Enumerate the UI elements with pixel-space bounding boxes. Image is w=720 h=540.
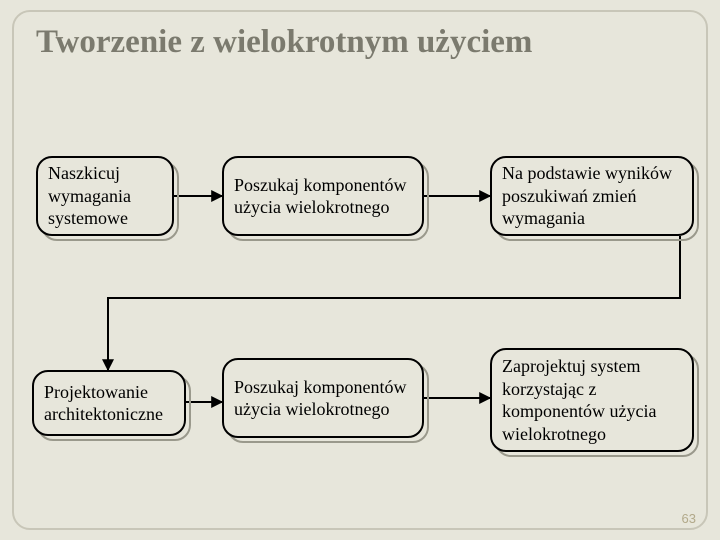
flow-node: Naszkicuj wymagania systemowe [36, 156, 174, 236]
flow-node: Na podstawie wyników poszukiwań zmień wy… [490, 156, 694, 236]
flow-node: Poszukaj komponentów użycia wielokrotneg… [222, 156, 424, 236]
page-number: 63 [682, 511, 696, 526]
slide-title: Tworzenie z wielokrotnym użyciem [36, 24, 684, 60]
flow-node: Zaprojektuj system korzystając z kompone… [490, 348, 694, 452]
flow-node: Poszukaj komponentów użycia wielokrotneg… [222, 358, 424, 438]
flow-node: Projektowanie architektoniczne [32, 370, 186, 436]
